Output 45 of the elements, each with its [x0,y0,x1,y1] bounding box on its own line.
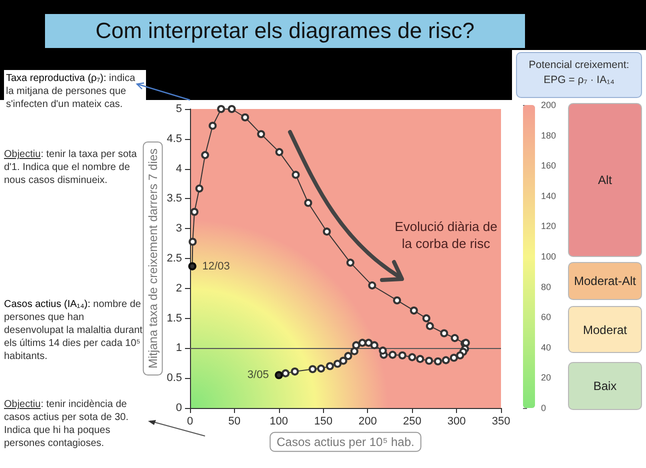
text: Objectiu: tenir la taxa per sota d'1. Indica que el nombre de nous casos disminueix. [4,148,138,187]
annotation: 3/05 [247,369,269,382]
text: Moderat-Alt [568,262,642,300]
y-tick-label: 0 [176,402,182,414]
color-bar-label: 80 [541,282,552,292]
x-tick-label: 150 [314,416,332,428]
x-tick-label: 0 [186,416,194,428]
y-tick-label: 2 [176,282,182,294]
y-tick-label: 1.5 [166,312,182,324]
text: Casos actius (IA₁₄): nombre de persones que han desenvolupat la malaltia durant els últims 14 dies per cada 10⁵ habitants. [4,298,144,363]
x-tick-label: 50 [228,416,241,428]
text: Moderat [568,306,642,353]
x-tick-label: 200 [358,416,377,428]
x-tick-label: 100 [270,416,288,428]
x-axis-title: Casos actius per 10⁵ hab. [276,434,414,449]
y-tick-label: 0.5 [166,372,182,384]
color-bar-label: 100 [541,252,556,262]
y-tick-label: 2.5 [166,252,182,264]
text: Baix [568,362,642,410]
color-bar-label: 40 [541,342,552,352]
y-tick-label: 5 [176,103,182,115]
annotation: Evolució diària de la corba de risc [394,218,498,252]
y-tick-label: 3.5 [166,192,182,205]
x-tick-label: 300 [447,416,466,428]
y-axis-title: Mitjana taxa de creixement darrers 7 dies [146,148,160,369]
y-tick-label: 4.5 [166,132,182,145]
chart-title: Com interpretar els diagrames de risc? [45,14,525,48]
text: Taxa reproductiva (ρ₇): indica la mitjana de persones que s'infecten d'un mateix cas. [4,70,146,113]
color-bar-label: 160 [541,160,556,171]
color-bar-label: 60 [541,312,552,322]
color-bar-label: 120 [541,221,556,232]
x-tick-label: 250 [402,416,422,428]
y-tick-label: 4 [176,162,182,175]
color-bar-label: 200 [541,100,556,110]
color-bar-label: 20 [541,372,552,383]
annotation: 12/03 [202,260,230,272]
text: Objectiu: tenir incidència de casos actius per sota de 30. Indica que hi ha poques persones contagioses. [4,398,130,450]
color-bar-label: 0 [541,403,546,413]
color-bar-label: 140 [541,190,556,201]
x-tick-label: 350 [492,416,510,428]
y-tick-label: 1 [176,342,182,354]
color-bar-label: 180 [541,130,556,140]
text: Alt [568,103,642,257]
color-bar-title: Potencial creixement: EPG = ρ₇ · IA₁₄ [516,52,642,98]
y-tick-label: 3 [176,222,182,235]
